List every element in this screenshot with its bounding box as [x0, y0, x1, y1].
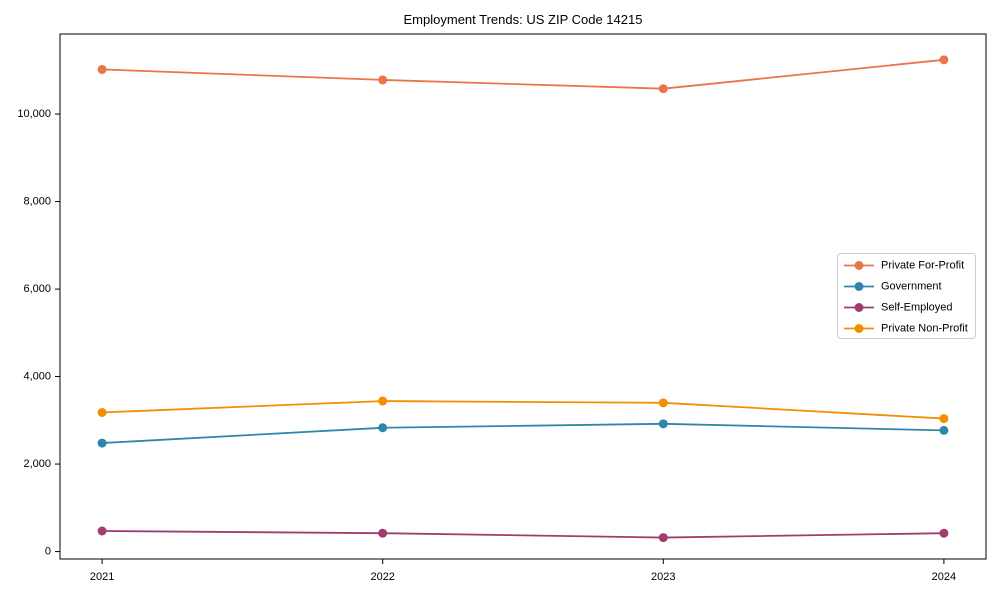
y-tick-label: 4,000 [23, 371, 51, 383]
y-tick-label: 0 [45, 546, 51, 558]
series-line-private-for-profit [101, 58, 945, 90]
legend-label-self-employed: Self-Employed [881, 302, 953, 314]
y-tick-label: 8,000 [23, 196, 51, 208]
plot-border [59, 33, 987, 560]
series-marker-government [658, 419, 668, 429]
legend-marker-private-for-profit [854, 261, 864, 270]
x-tick-label: 2023 [651, 571, 675, 583]
series-marker-private-for-profit [658, 84, 668, 94]
x-tick-label: 2022 [370, 571, 394, 583]
series-marker-private-non-profit [939, 414, 949, 424]
series-marker-government [97, 438, 107, 448]
series-marker-self-employed [658, 533, 668, 543]
series-marker-self-employed [378, 528, 388, 538]
series-line-government [101, 422, 945, 444]
legend-marker-self-employed [854, 303, 864, 312]
x-tick-label: 2021 [90, 571, 114, 583]
legend-box [837, 253, 976, 339]
series-marker-private-non-profit [658, 398, 668, 408]
legend-label-private-for-profit: Private For-Profit [881, 260, 964, 272]
series-marker-private-for-profit [97, 64, 107, 74]
series-line-self-employed [101, 530, 945, 539]
legend-label-private-non-profit: Private Non-Profit [881, 323, 968, 335]
series-marker-government [378, 423, 388, 433]
chart-title: Employment Trends: US ZIP Code 14215 [403, 12, 643, 27]
series-marker-government [939, 425, 949, 435]
x-tick-label: 2024 [932, 571, 956, 583]
series-marker-private-non-profit [97, 407, 107, 417]
legend-marker-government [854, 282, 864, 291]
series-line-private-non-profit [101, 400, 945, 420]
series-marker-self-employed [939, 528, 949, 538]
series-marker-self-employed [97, 526, 107, 536]
series-marker-private-for-profit [939, 55, 949, 65]
legend-label-government: Government [881, 281, 942, 293]
y-tick-label: 10,000 [17, 108, 51, 120]
series-marker-private-non-profit [378, 396, 388, 406]
y-tick-label: 6,000 [23, 283, 51, 295]
legend-marker-private-non-profit [854, 324, 864, 333]
series-marker-private-for-profit [378, 75, 388, 85]
y-tick-label: 2,000 [23, 458, 51, 470]
